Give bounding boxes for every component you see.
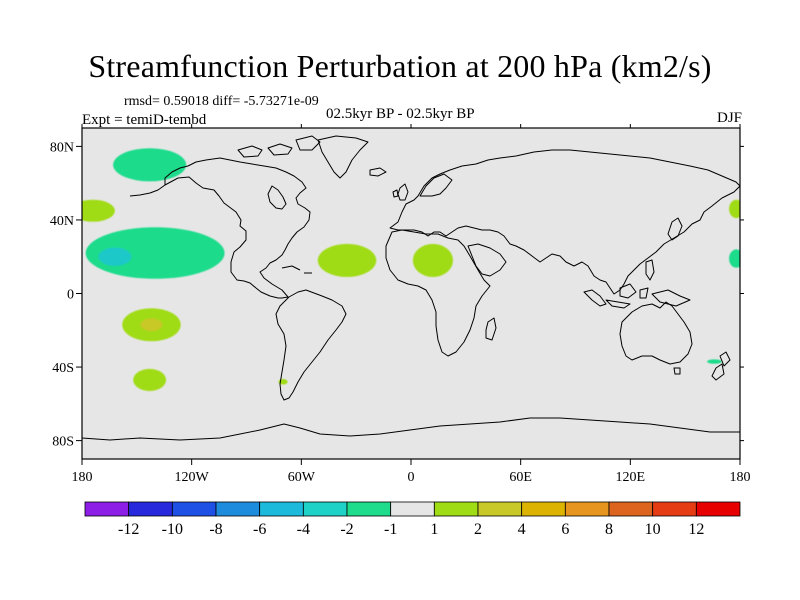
- colorbar-swatch: [521, 501, 566, 517]
- colorbar-label: 2: [474, 521, 482, 538]
- anomaly-region-10: [729, 199, 740, 219]
- lon-tick-label: 120E: [616, 470, 646, 485]
- colorbar-swatch: [259, 501, 304, 517]
- colorbar-swatch: [215, 501, 261, 517]
- coastline-eurasia: [389, 149, 740, 295]
- coastline-arctic-islands: [237, 135, 321, 158]
- colorbar-label: -8: [209, 521, 222, 538]
- coastline-north-america: [164, 157, 311, 299]
- colorbar-swatch: [608, 501, 654, 517]
- coastline-iceland: [369, 167, 387, 177]
- coastline-tasmania: [673, 367, 681, 375]
- lon-tick-label: 0: [408, 470, 415, 485]
- colorbar-label: 6: [561, 521, 569, 538]
- colorbar-label: -6: [253, 521, 266, 538]
- anomaly-region-0: [113, 148, 187, 182]
- anomaly-region-3: [98, 247, 132, 266]
- lat-tick-label: 40S: [52, 361, 74, 376]
- coastline-arabia: [467, 243, 507, 277]
- colorbar-swatch: [477, 501, 523, 517]
- colorbar-label: 12: [688, 521, 704, 538]
- coastline-scandinavia: [419, 173, 453, 197]
- coastline-hudson-bay: [267, 185, 287, 210]
- colorbar-swatch: [346, 501, 392, 517]
- anomaly-region-5: [140, 318, 163, 332]
- coastline-japan: [667, 217, 683, 241]
- colorbar-labels: -12 -10 -8 -6 -4 -2 -1 1 2 4 6 8 10 12: [118, 521, 704, 538]
- stats-label: rmsd= 0.59018 diff= -5.73271e-09: [124, 94, 319, 109]
- lat-tick-label: 80N: [50, 140, 74, 155]
- chart-title: Streamfunction Perturbation at 200 hPa (…: [88, 48, 712, 84]
- coastline-antarctica: [82, 417, 740, 441]
- longitude-axis: 180 120W 60W 0 60E 120E 180: [72, 124, 751, 485]
- colorbar-swatch: [652, 501, 697, 517]
- anomaly-region-1: [82, 199, 115, 222]
- colorbar-swatch: [171, 501, 217, 517]
- colorbar-swatch: [433, 501, 479, 517]
- colorbar-label: -12: [118, 521, 139, 538]
- coastline-caribbean: [281, 265, 312, 274]
- anomaly-region-2: [85, 227, 225, 279]
- colorbar-swatch: [84, 501, 130, 517]
- coastline-greenland: [317, 135, 369, 179]
- lon-tick-label: 60W: [288, 470, 316, 485]
- anomaly-region-6: [133, 368, 167, 391]
- latitude-axis: 80N 40N 0 40S 80S: [50, 140, 744, 450]
- lon-tick-label: 120W: [175, 470, 210, 485]
- coastline-british-isles: [392, 183, 409, 201]
- colorbar-label: -2: [340, 521, 353, 538]
- coastline-indonesia: [583, 283, 691, 309]
- coastline-south-america: [275, 289, 347, 401]
- anomaly-region-12: [707, 359, 722, 364]
- coastline-new-zealand: [711, 351, 731, 381]
- colorbar-swatch: [695, 501, 741, 517]
- colorbar-swatch: [302, 501, 348, 517]
- map-background: [82, 128, 740, 459]
- experiment-label: Expt = temiD-tembd: [82, 112, 207, 128]
- anomaly-region-8: [412, 243, 454, 277]
- colorbar-swatch: [128, 501, 173, 517]
- colorbar-label: 8: [605, 521, 613, 538]
- colorbar-label: -1: [384, 521, 397, 538]
- colorbar-label: 4: [518, 521, 526, 538]
- lon-tick-label: 60E: [509, 470, 532, 485]
- colorbar-label: -10: [162, 521, 183, 538]
- anomaly-layer: [82, 148, 740, 391]
- colorbar-label: 10: [645, 521, 661, 538]
- lon-tick-label: 180: [72, 470, 93, 485]
- lat-tick-label: 40N: [50, 214, 74, 229]
- colorbar: [84, 501, 741, 517]
- anomaly-region-11: [729, 249, 740, 268]
- coastline-aleutians: [129, 184, 166, 197]
- colorbar-label: -4: [297, 521, 310, 538]
- coastline-madagascar: [485, 317, 497, 341]
- lon-tick-label: 180: [730, 470, 751, 485]
- season-label: DJF: [716, 110, 742, 126]
- colorbar-swatch: [564, 501, 610, 517]
- lat-tick-label: 80S: [52, 435, 74, 450]
- period-label: 02.5kyr BP - 02.5kyr BP: [326, 106, 475, 122]
- lat-tick-label: 0: [67, 288, 74, 303]
- coastline-africa: [385, 229, 491, 357]
- anomaly-region-7: [317, 243, 377, 277]
- colorbar-label: 1: [430, 521, 438, 538]
- coastline-layer: [82, 135, 740, 441]
- coastline-australia: [619, 301, 693, 365]
- coastline-philippines: [645, 259, 655, 281]
- colorbar-swatch: [390, 501, 435, 517]
